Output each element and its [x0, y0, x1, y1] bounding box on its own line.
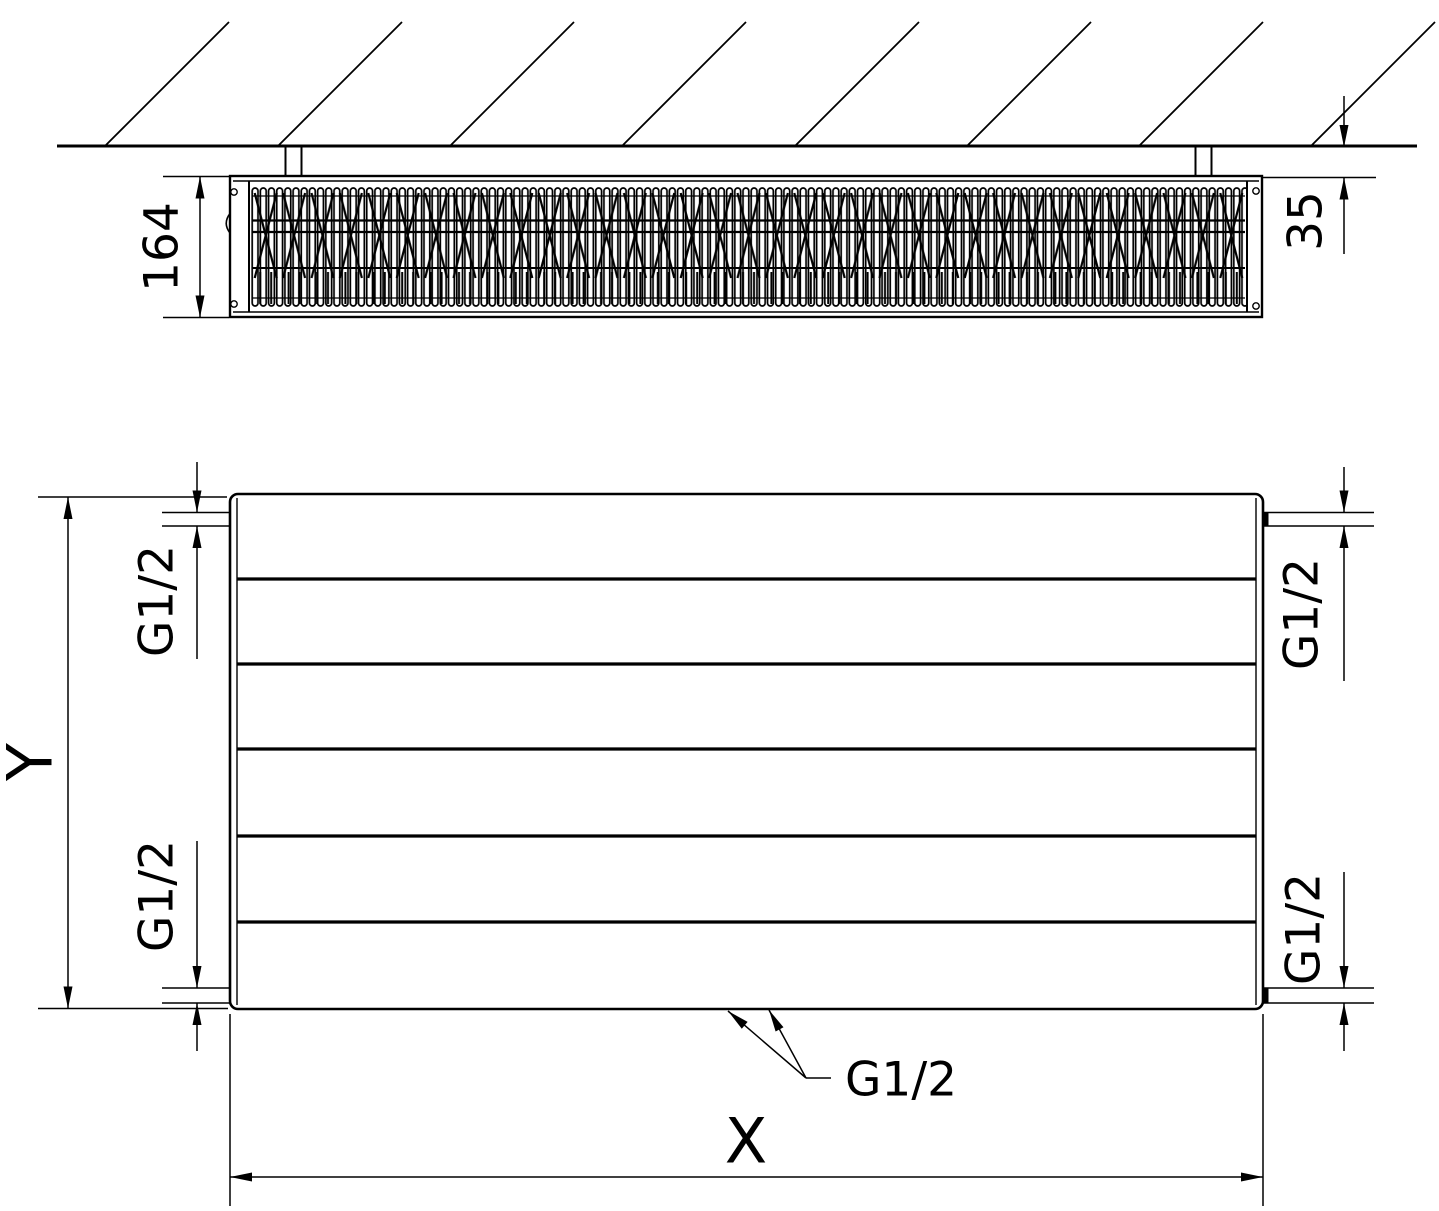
dim-wall-distance-label: 35 [1279, 191, 1334, 251]
dim-port-bottom-left [192, 841, 202, 1051]
bottom-ports-label: G1/2 [845, 1053, 957, 1108]
weld-dot [1252, 302, 1260, 310]
height-axis-label: Y [0, 743, 67, 782]
wall-bracket-left [284, 147, 303, 176]
dim-port-top-right [1339, 467, 1349, 681]
arrowhead-up [1339, 177, 1349, 200]
radiator-front-view [162, 492, 1374, 1011]
dim-depth-label: 164 [135, 202, 190, 292]
dim-port-top-left [192, 462, 202, 659]
port-stub-bottom-right [1262, 987, 1374, 1004]
port-label-bottom-left: G1/2 [130, 840, 185, 952]
wall-section [57, 21, 1436, 176]
arrowhead-down [1339, 125, 1349, 147]
port-label-top-right: G1/2 [1275, 558, 1330, 670]
wall-bracket-right [1194, 147, 1213, 176]
arrowhead-up [195, 176, 205, 199]
side-tab [225, 213, 231, 234]
top-view-casing [228, 174, 1264, 319]
dim-height [38, 496, 228, 1010]
wall-hatching [104, 21, 1436, 147]
convector-fin-pattern [251, 182, 1246, 311]
port-label-top-left: G1/2 [130, 545, 185, 657]
port-stub-bottom-left [162, 987, 230, 1004]
arrowhead-down [195, 295, 205, 318]
dim-wall-distance [1263, 96, 1376, 254]
radiator-top-view [225, 174, 1264, 319]
port-stub-top-right [1262, 511, 1374, 527]
dim-port-bottom-right [1339, 872, 1349, 1051]
bottom-ports-leader [727, 1009, 831, 1079]
weld-dot [1252, 187, 1260, 195]
port-label-bottom-right: G1/2 [1277, 873, 1332, 985]
width-axis-label: X [725, 1105, 767, 1178]
port-stub-top-left [162, 511, 230, 527]
dim-width [229, 1014, 1264, 1206]
weld-dot [230, 188, 238, 196]
front-panel [228, 492, 1265, 1011]
weld-dot [230, 300, 238, 308]
dim-depth [163, 175, 229, 319]
panel-groove-lines [237, 577, 1256, 924]
